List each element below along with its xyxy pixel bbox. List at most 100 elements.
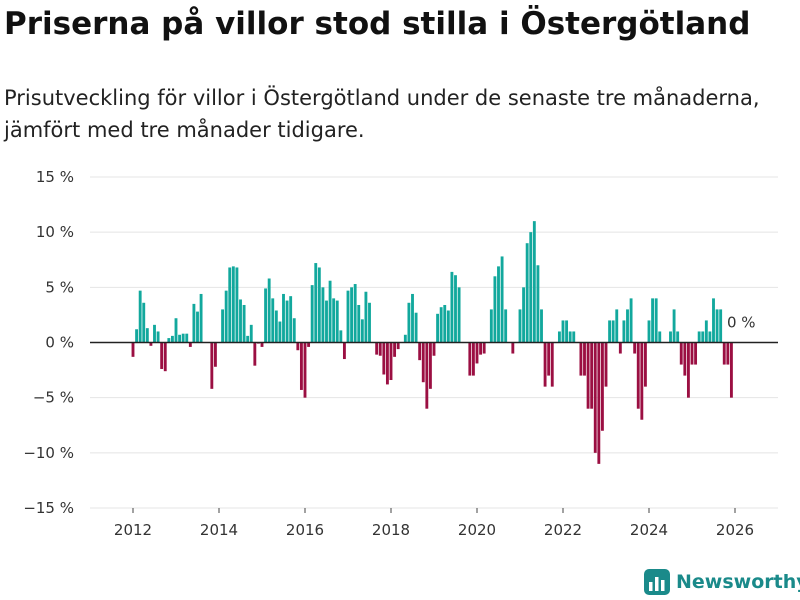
bar (342, 342, 346, 360)
bar (192, 303, 196, 343)
bar (299, 342, 303, 390)
bar (618, 342, 622, 354)
y-tick-label: 15 % (36, 168, 74, 186)
bar (536, 265, 540, 343)
bar (314, 263, 318, 343)
bar (604, 342, 608, 387)
bar (246, 335, 250, 343)
bar (561, 320, 565, 343)
bar (170, 335, 174, 343)
bar (715, 309, 719, 343)
bar (540, 309, 543, 343)
bar (500, 256, 504, 343)
bar (396, 342, 400, 350)
x-axis-ticks: 2012 2014 2016 2018 2020 2022 2024 2026 (114, 508, 754, 539)
bar (683, 342, 687, 376)
bar (282, 293, 285, 343)
y-tick-label: −5 % (33, 389, 74, 407)
bar (375, 342, 379, 355)
bar (565, 320, 569, 343)
x-tick-label: 2012 (114, 521, 152, 539)
x-tick-label: 2018 (372, 521, 410, 539)
bar (633, 342, 637, 354)
bar (156, 331, 160, 343)
bar (135, 329, 139, 343)
bar (586, 342, 590, 409)
bar (307, 342, 311, 347)
bar (317, 267, 321, 343)
bar (590, 342, 594, 409)
bar (701, 331, 705, 343)
bar (249, 324, 253, 343)
bar (450, 271, 454, 343)
bar (676, 331, 680, 343)
bar (436, 313, 440, 343)
bar (479, 342, 483, 355)
bar (640, 342, 644, 420)
bar (174, 318, 178, 343)
bar (643, 342, 647, 387)
x-tick-label: 2014 (200, 521, 238, 539)
bar (357, 304, 361, 343)
bar (188, 342, 192, 347)
bar (600, 342, 604, 431)
x-tick-label: 2022 (544, 521, 582, 539)
bar (332, 298, 336, 343)
bar (231, 266, 235, 343)
bar (278, 321, 282, 343)
bar (708, 331, 712, 343)
bar (482, 342, 486, 354)
bar (378, 342, 382, 356)
bar (672, 309, 676, 343)
bar (651, 298, 655, 343)
bar (210, 342, 214, 389)
bar (572, 331, 576, 343)
bar (532, 221, 536, 343)
bar (497, 266, 500, 343)
bar (543, 342, 547, 387)
bar (686, 342, 690, 398)
chart-subtitle: Prisutveckling för villor i Östergötland… (4, 86, 760, 142)
bar (131, 342, 135, 357)
bar (712, 298, 715, 343)
bar (704, 320, 708, 343)
y-axis-ticks: 15 % 10 % 5 % 0 % −5 % −10 % −15 % (23, 168, 74, 517)
bar (167, 338, 171, 343)
bar (153, 324, 156, 343)
bar (213, 342, 217, 367)
bar (389, 342, 393, 381)
bar (199, 293, 203, 343)
bar (522, 287, 526, 343)
bar (138, 290, 142, 343)
bar (454, 275, 457, 343)
bar (353, 284, 357, 343)
bar (726, 342, 730, 365)
bar (368, 302, 371, 343)
bar (385, 342, 389, 385)
bar (658, 331, 662, 343)
y-tick-label: 0 % (45, 334, 74, 352)
bar (414, 312, 418, 343)
bar (350, 287, 354, 343)
x-tick-label: 2016 (286, 521, 324, 539)
chart-title: Priserna på villor stod stilla i Östergö… (4, 6, 751, 42)
bar (328, 280, 332, 343)
bar (443, 304, 447, 343)
bar (597, 342, 601, 464)
y-tick-label: 5 % (45, 278, 74, 296)
bar (310, 285, 314, 343)
bar (239, 299, 242, 343)
bar (579, 342, 583, 376)
bar (611, 320, 615, 343)
bars (131, 221, 733, 464)
bar (421, 342, 425, 383)
bar (289, 296, 293, 343)
bar (235, 267, 239, 343)
bar (679, 342, 683, 365)
bar (185, 333, 189, 343)
bar (622, 320, 626, 343)
bar (654, 298, 658, 343)
bar (550, 342, 554, 387)
bar (439, 307, 443, 343)
